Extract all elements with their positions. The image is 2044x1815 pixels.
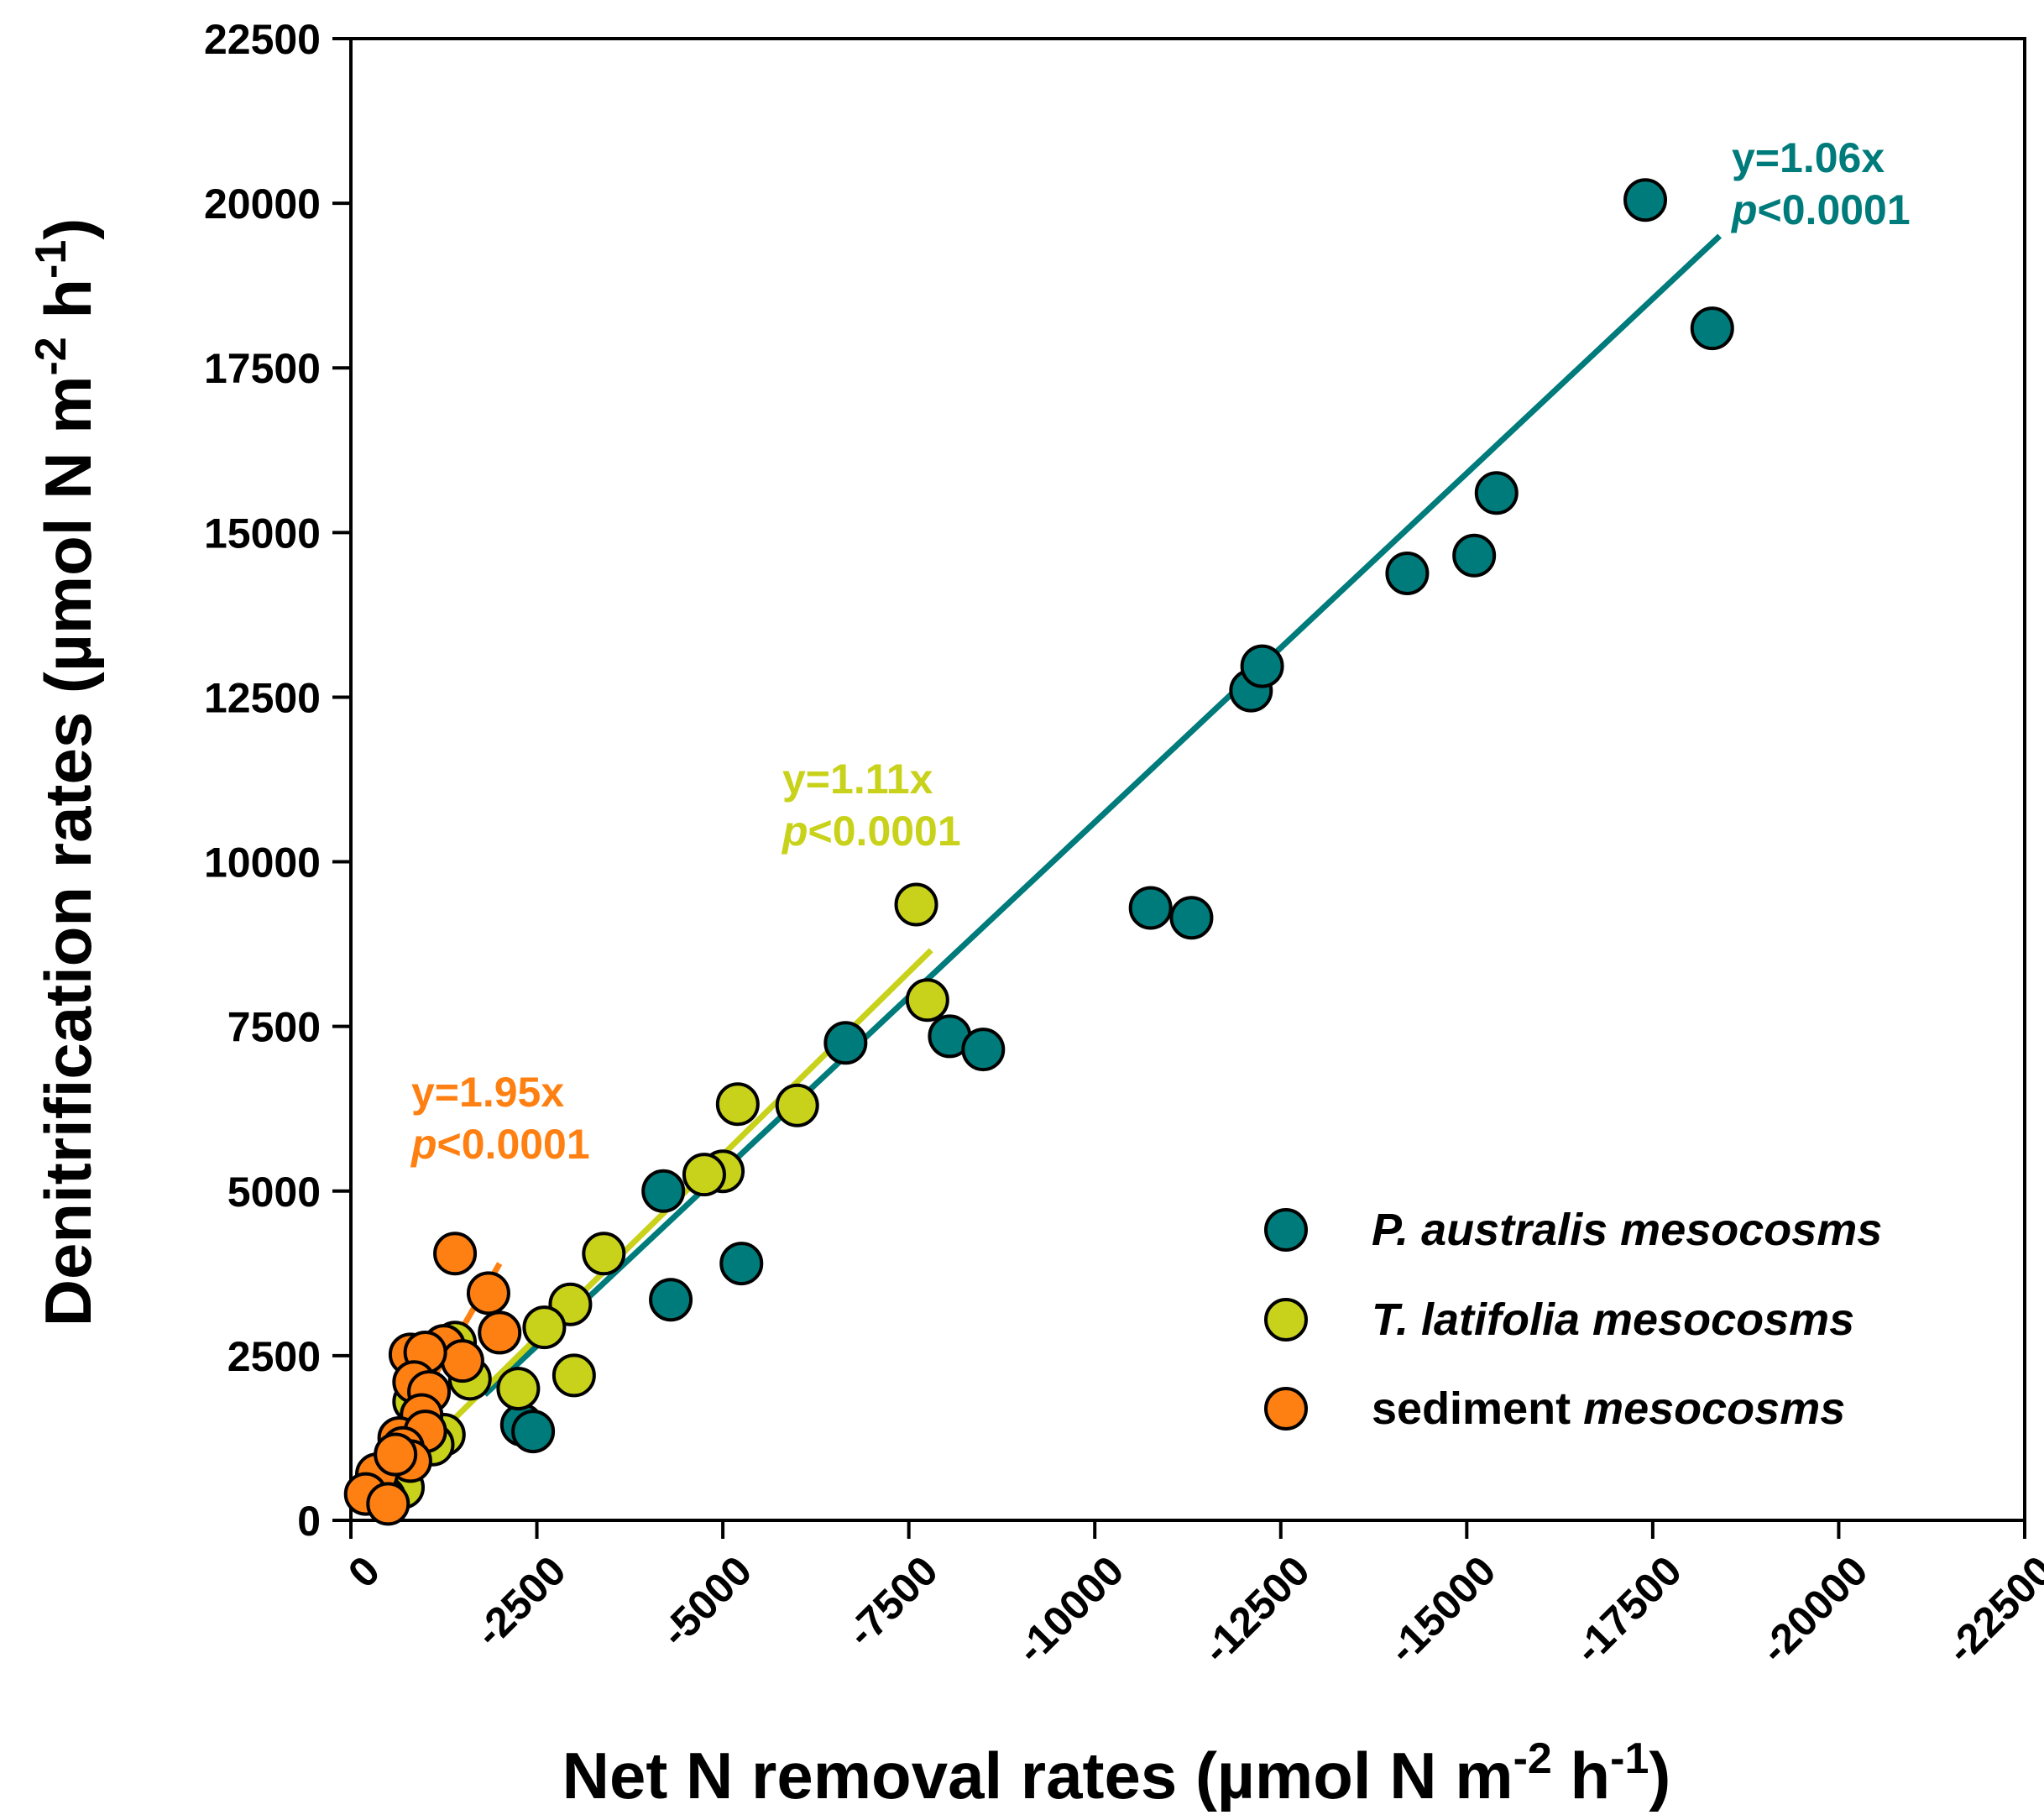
fit-equation-2: y=1.11x xyxy=(782,756,933,803)
data-point-series-2 xyxy=(552,1353,596,1398)
data-point-series-1 xyxy=(961,1028,1006,1072)
legend-label-2: T. latifolia mesocosms xyxy=(1372,1295,1854,1345)
data-point-series-2 xyxy=(582,1232,626,1276)
axes xyxy=(332,37,2026,1539)
y-tick-label: 12500 xyxy=(204,674,321,721)
legend-marker-3 xyxy=(1264,1387,1308,1431)
data-point-series-2 xyxy=(682,1153,726,1197)
y-tick-label: 10000 xyxy=(204,840,321,887)
fit-equation-1: y=1.06x xyxy=(1732,134,1885,181)
legend-marker-2 xyxy=(1264,1298,1308,1342)
data-point-series-1 xyxy=(511,1410,556,1454)
x-tick-label: -20000 xyxy=(1751,1547,1877,1673)
data-point-series-1 xyxy=(1385,551,1430,595)
y-tick-label: 17500 xyxy=(204,345,321,392)
fit-pvalue-2: p<0.0001 xyxy=(781,808,961,855)
data-point-series-3 xyxy=(366,1482,410,1526)
y-axis-label: Denitrification rates (µmol N m-2 h-1) xyxy=(27,218,105,1327)
data-point-series-3 xyxy=(466,1271,510,1315)
y-tick-label: 20000 xyxy=(204,180,321,228)
data-point-series-1 xyxy=(641,1169,686,1213)
fit-pvalue-1: p<0.0001 xyxy=(1730,186,1911,233)
fit-line-1 xyxy=(483,233,1723,1397)
data-point-series-3 xyxy=(440,1339,484,1383)
legend-label-1: P. australis mesocosms xyxy=(1372,1205,1882,1255)
data-point-series-1 xyxy=(1690,306,1734,351)
data-point-series-3 xyxy=(374,1432,418,1477)
y-tick-label: 2500 xyxy=(227,1333,321,1380)
plot-frame xyxy=(349,37,2026,1522)
data-point-series-2 xyxy=(905,978,949,1023)
data-point-series-1 xyxy=(1169,896,1214,940)
legend: P. australis mesocosms T. latifolia mesoc… xyxy=(1264,1205,1882,1434)
data-point-series-3 xyxy=(433,1232,478,1276)
fit-equation-3: y=1.95x xyxy=(411,1069,564,1116)
fit-pvalue-3: p<0.0001 xyxy=(410,1121,590,1168)
data-point-series-2 xyxy=(522,1305,567,1350)
y-tick-label: 0 xyxy=(297,1498,321,1545)
x-tick-label: 0 xyxy=(339,1547,389,1597)
data-point-series-1 xyxy=(1474,471,1519,515)
legend-marker-1 xyxy=(1264,1208,1308,1252)
x-tick-label: -15000 xyxy=(1379,1547,1505,1673)
x-tick-label: -7500 xyxy=(838,1547,947,1656)
x-tick-label: -5000 xyxy=(651,1547,761,1656)
y-tick-label: 15000 xyxy=(204,510,321,557)
x-tick-label: -10000 xyxy=(1007,1547,1133,1673)
data-point-series-2 xyxy=(775,1083,819,1127)
fit-annotations: y=1.06x p<0.0001 y=1.11x p<0.0001 y=1.95x p<0… xyxy=(410,134,1911,1168)
data-point-series-1 xyxy=(1240,644,1284,688)
data-points xyxy=(343,178,1734,1526)
data-point-series-2 xyxy=(894,882,938,927)
x-tick-label: -22500 xyxy=(1937,1547,2044,1673)
legend-label-3: sediment mesocosms xyxy=(1372,1383,1845,1434)
x-tick-label: -2500 xyxy=(466,1547,575,1656)
data-point-series-2 xyxy=(715,1082,760,1127)
data-point-series-1 xyxy=(1623,178,1668,222)
data-point-series-3 xyxy=(478,1310,522,1355)
y-tick-label: 7500 xyxy=(227,1004,321,1051)
data-point-series-1 xyxy=(1128,886,1173,930)
data-point-series-1 xyxy=(649,1278,693,1322)
x-axis-label: Net N removal rates (µmol N m-2 h-1) xyxy=(562,1734,1671,1812)
y-tick-label: 22500 xyxy=(204,16,321,63)
x-tick-label: -12500 xyxy=(1193,1547,1319,1673)
data-point-series-1 xyxy=(823,1021,868,1065)
y-tick-label: 5000 xyxy=(227,1169,321,1216)
data-point-series-1 xyxy=(719,1242,764,1286)
x-tick-label: -17500 xyxy=(1565,1547,1691,1673)
data-point-series-1 xyxy=(1452,533,1497,578)
data-point-series-2 xyxy=(496,1367,541,1411)
